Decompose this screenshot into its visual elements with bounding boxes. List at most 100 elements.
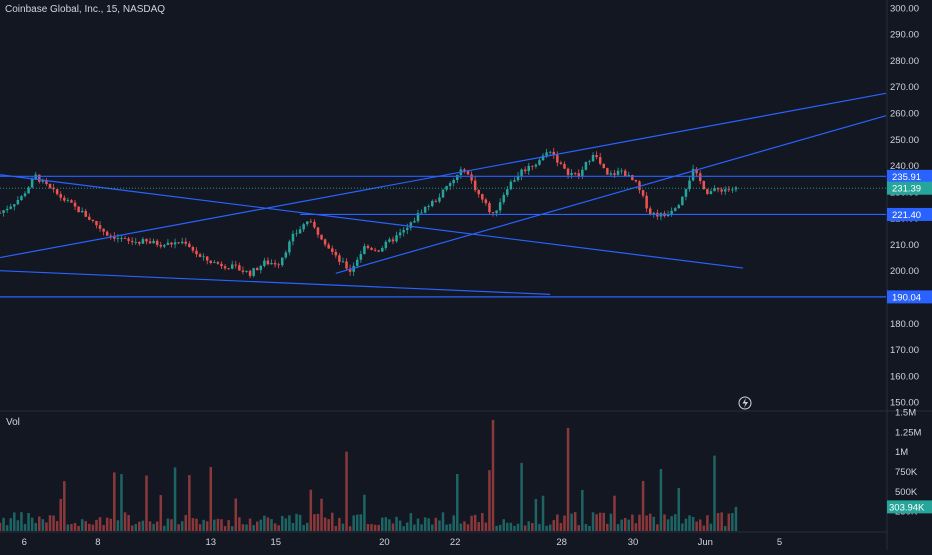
candle-body — [13, 204, 16, 207]
volume-bar — [420, 524, 423, 531]
volume-bar — [570, 513, 573, 531]
candle-body — [138, 241, 141, 244]
candle-body — [623, 170, 627, 177]
volume-bar — [691, 516, 695, 531]
candle-body — [598, 157, 602, 164]
candle-body — [466, 170, 470, 175]
candle-body — [252, 268, 255, 276]
candle-body — [359, 254, 363, 260]
candle-body — [634, 180, 638, 182]
volume-bar — [416, 518, 420, 531]
candle-body — [109, 235, 113, 237]
volume-bar — [116, 520, 120, 531]
price-tick-label: 210.00 — [890, 240, 919, 251]
volume-bar — [316, 513, 320, 531]
volume-bar — [191, 518, 195, 531]
candle-body — [563, 163, 566, 169]
price-tick-label: 170.00 — [890, 345, 919, 356]
candle-body — [259, 265, 263, 271]
volume-bar — [456, 473, 459, 531]
volume-bar — [623, 517, 627, 531]
candle-body — [295, 233, 298, 235]
volume-bar — [263, 515, 266, 531]
candle-body — [566, 168, 570, 175]
candle-body — [202, 256, 205, 258]
volume-bar — [502, 519, 505, 531]
volume-bar — [470, 515, 473, 531]
candle-body — [666, 214, 670, 217]
volume-bar — [445, 524, 448, 531]
volume-bar — [734, 506, 738, 531]
volume-bar — [141, 520, 145, 531]
volume-bar — [248, 518, 252, 531]
candle-body — [145, 239, 148, 242]
candle-body — [356, 259, 359, 266]
candle-body — [284, 252, 288, 258]
volume-bar — [284, 518, 288, 531]
volume-bar — [202, 519, 205, 531]
candle-body — [688, 180, 691, 190]
volume-bar — [427, 518, 430, 531]
volume-bar — [66, 524, 70, 531]
candle-body — [441, 189, 445, 198]
candle-body — [609, 173, 613, 175]
candle-body — [402, 229, 405, 233]
price-tick-label: 240.00 — [890, 161, 919, 172]
volume-bar — [259, 519, 263, 531]
volume-bar — [423, 517, 427, 531]
candle-body — [559, 162, 563, 164]
candle-body — [30, 179, 34, 188]
candle-body — [230, 264, 234, 269]
volume-bar — [556, 514, 559, 531]
volume-bar — [634, 523, 638, 531]
trendline — [0, 92, 887, 259]
candle-body — [523, 169, 527, 172]
volume-bar — [720, 512, 723, 531]
volume-bar — [5, 525, 9, 531]
candle-body — [409, 222, 413, 228]
volume-bar — [27, 513, 30, 531]
volume-bar — [509, 522, 513, 531]
candle-body — [70, 200, 73, 203]
volume-badge — [887, 500, 932, 514]
candle-body — [163, 244, 166, 247]
candle-body — [130, 240, 134, 243]
volume-bar — [23, 524, 27, 531]
candle-body — [520, 169, 523, 177]
time-tick-label: 13 — [205, 537, 216, 548]
price-badge — [887, 181, 932, 195]
candle-body — [338, 255, 341, 262]
volume-bar — [13, 512, 16, 531]
candle-body — [5, 208, 9, 211]
volume-bar — [209, 466, 213, 531]
volume-bar — [123, 512, 127, 531]
volume-bar — [138, 521, 141, 531]
volume-bar — [391, 523, 395, 531]
candle-body — [330, 248, 334, 252]
candle-body — [20, 196, 23, 201]
volume-bar — [95, 519, 98, 531]
volume-bar — [709, 523, 713, 531]
candle-body — [273, 263, 277, 265]
volume-bar — [438, 520, 441, 531]
volume-bar — [588, 525, 591, 531]
volume-bar — [48, 515, 52, 531]
candle-body — [370, 247, 373, 250]
candle-body — [341, 261, 345, 263]
time-tick-label: Jun — [698, 537, 713, 548]
volume-pane-title: Vol — [6, 417, 20, 428]
price-tick-label: 290.00 — [890, 30, 919, 41]
volume-bar — [245, 524, 248, 531]
candle-body — [613, 173, 616, 175]
candle-body — [395, 235, 398, 242]
volume-bar — [731, 513, 734, 531]
candle-body — [727, 189, 731, 191]
candle-body — [238, 265, 241, 271]
volume-bar — [148, 521, 152, 531]
candle-body — [263, 260, 266, 266]
candle-body — [95, 220, 98, 226]
volume-bar — [659, 468, 663, 531]
candle-body — [645, 195, 648, 209]
time-tick-label: 20 — [379, 537, 390, 548]
candle-body — [63, 197, 66, 201]
